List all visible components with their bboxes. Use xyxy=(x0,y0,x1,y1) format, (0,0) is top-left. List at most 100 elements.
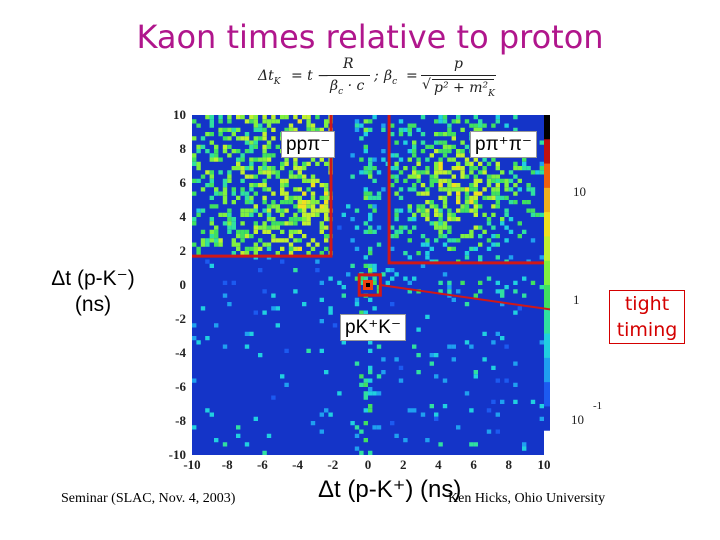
heatmap-cell xyxy=(495,280,500,285)
heatmap-cell xyxy=(284,208,289,213)
heatmap-cell xyxy=(302,178,307,183)
heatmap-cell xyxy=(227,302,232,307)
heatmap-cell xyxy=(209,153,214,158)
x-tick-label: -8 xyxy=(221,457,233,472)
heatmap-cell xyxy=(429,200,434,205)
heatmap-cell xyxy=(407,229,412,234)
heatmap-cell xyxy=(280,161,285,166)
heatmap-cell xyxy=(522,161,527,166)
heatmap-cell xyxy=(451,297,456,302)
heatmap-cell xyxy=(508,187,514,192)
heatmap-cell xyxy=(262,221,267,226)
heatmap-cell xyxy=(253,208,258,213)
heatmap-cell xyxy=(253,246,258,251)
heatmap-cell xyxy=(271,170,276,175)
heatmap-cell xyxy=(381,357,386,362)
heatmap-cell xyxy=(319,204,324,209)
color-scale-segment xyxy=(544,212,550,237)
heatmap-cell xyxy=(464,251,470,256)
heatmap-cell xyxy=(522,157,527,162)
heatmap-cell xyxy=(253,119,258,124)
heatmap-cell xyxy=(293,166,298,171)
heatmap-cell xyxy=(324,187,329,192)
heatmap-cell xyxy=(412,276,417,281)
heatmap-cell xyxy=(368,251,373,256)
heatmap-cell xyxy=(359,374,364,379)
heatmap-cell xyxy=(315,200,320,205)
heatmap-cell xyxy=(398,119,404,124)
heatmap-cell xyxy=(478,242,483,247)
heatmap-cell xyxy=(240,191,245,196)
heatmap-cell xyxy=(368,174,373,179)
heatmap-cell xyxy=(258,157,263,162)
heatmap-cell xyxy=(324,217,329,222)
heatmap-cell xyxy=(214,204,219,209)
heatmap-cell xyxy=(302,234,307,239)
y-tick-label: 2 xyxy=(179,243,187,258)
heatmap-cell xyxy=(244,344,250,349)
heatmap-cell xyxy=(495,195,500,200)
heatmap-cell xyxy=(209,263,214,268)
heatmap-cell xyxy=(429,178,434,183)
heatmap-cell xyxy=(271,200,276,205)
heatmap-cell xyxy=(495,200,500,205)
heatmap-cell xyxy=(491,123,496,128)
heatmap-cell xyxy=(310,238,316,243)
heatmap-cell xyxy=(288,234,294,239)
heatmap-cell xyxy=(209,204,214,209)
zscale-label-1: 1 xyxy=(573,292,580,307)
color-scale-segment xyxy=(544,382,550,407)
heatmap-cell xyxy=(315,268,320,273)
heatmap-cell xyxy=(192,221,197,226)
heatmap-cell xyxy=(438,183,443,188)
heatmap-cell xyxy=(319,280,324,285)
heatmap-cell xyxy=(469,123,474,128)
heatmap-cell xyxy=(469,229,474,234)
formula-fraction-bar xyxy=(326,75,370,76)
heatmap-cell xyxy=(486,221,492,226)
heatmap-cell xyxy=(486,178,492,183)
heatmap-cell xyxy=(280,246,285,251)
heatmap-cell xyxy=(469,200,474,205)
heatmap-cell xyxy=(244,191,250,196)
heatmap-cell xyxy=(227,174,232,179)
heatmap-cell xyxy=(240,221,245,226)
heatmap-cell xyxy=(381,149,386,154)
heatmap-cell xyxy=(491,212,496,217)
heatmap-cell xyxy=(486,408,492,413)
heatmap-cell xyxy=(420,234,426,239)
heatmap-cell xyxy=(420,212,426,217)
heatmap-cell xyxy=(244,149,250,154)
heatmap-cell xyxy=(530,238,536,243)
heatmap-cell xyxy=(266,204,272,209)
x-tick-label: 4 xyxy=(435,457,442,472)
heatmap-cell xyxy=(473,187,478,192)
heatmap-cell xyxy=(200,174,206,179)
heatmap-cell xyxy=(508,229,514,234)
heatmap-cell xyxy=(438,225,443,230)
heatmap-cell xyxy=(425,238,430,243)
heatmap-cell xyxy=(412,153,417,158)
heatmap-cell xyxy=(209,229,214,234)
heatmap-cell xyxy=(456,191,461,196)
heatmap-cell xyxy=(460,140,465,145)
heatmap-cell xyxy=(288,221,294,226)
heatmap-cell xyxy=(293,229,298,234)
heatmap-cell xyxy=(495,183,500,188)
heatmap-cell xyxy=(266,157,272,162)
heatmap-cell xyxy=(244,251,250,256)
heatmap-cell xyxy=(416,251,421,256)
heatmap-cell xyxy=(262,161,267,166)
heatmap-cell xyxy=(205,238,210,243)
heatmap-cell xyxy=(319,251,324,256)
heatmap-cell xyxy=(495,191,500,196)
heatmap-cell xyxy=(434,178,439,183)
heatmap-cell xyxy=(262,450,267,455)
y-tick-label: 4 xyxy=(179,209,187,224)
heatmap-cell xyxy=(306,217,311,222)
heatmap-cell xyxy=(310,421,316,426)
heatmap-cell xyxy=(249,187,254,192)
heatmap-cell xyxy=(451,183,456,188)
heatmap-cell xyxy=(262,195,267,200)
heatmap-cell xyxy=(293,217,298,222)
